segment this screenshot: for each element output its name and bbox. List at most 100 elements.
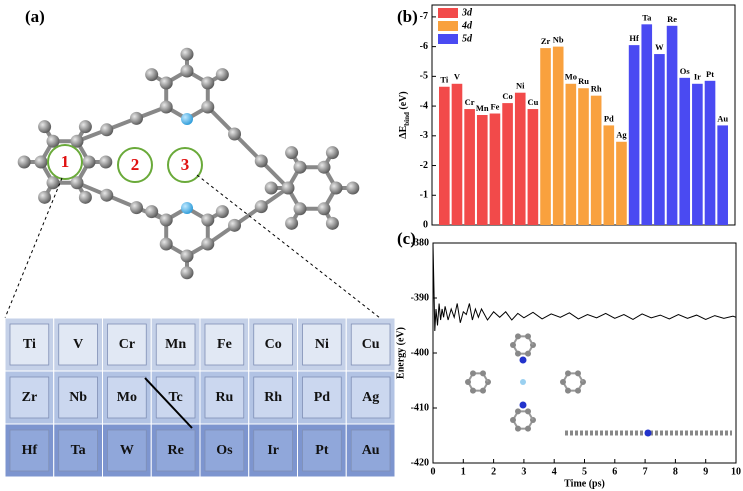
bar-label: Co [502, 91, 512, 101]
inset-atom [525, 408, 531, 415]
site-circle [117, 147, 153, 183]
carbon-atom [34, 155, 48, 169]
inset-metal [520, 379, 526, 385]
x-tick-label: 6 [612, 466, 617, 477]
inset-atom [515, 408, 521, 415]
carbon-atom [201, 237, 215, 251]
carbon-atom [281, 181, 295, 195]
bar [628, 45, 640, 226]
diagonal [144, 377, 193, 429]
x-tick-label: 0 [431, 466, 436, 477]
carbon-atom [129, 201, 143, 215]
cell [204, 323, 245, 366]
nitrogen-atom [181, 202, 193, 214]
y-tick-label: -7 [420, 11, 428, 22]
carbon-atom [264, 181, 278, 195]
carbon-atom [285, 216, 299, 230]
inset-atom [565, 370, 571, 377]
carbon-atom [70, 134, 84, 148]
element-label: Fe [217, 337, 232, 352]
y-axis-title: Energy (eV) [395, 327, 406, 379]
bar [603, 125, 615, 225]
element-label: Mo [117, 390, 137, 405]
element-label: Hf [22, 443, 38, 458]
element-label: Ni [315, 337, 329, 352]
cell [155, 429, 196, 472]
x-axis-title: Time (ps) [564, 478, 605, 489]
bar-label: Ru [578, 76, 589, 86]
y-tick-label: -3 [420, 130, 428, 141]
carbon-atom [285, 146, 299, 160]
element-label: W [120, 443, 134, 458]
carbon-atom [317, 202, 331, 216]
element-label: Cu [362, 337, 380, 352]
carbon-atom [180, 64, 194, 78]
element-label: Ti [23, 337, 36, 352]
element-label: Rh [264, 390, 282, 405]
cell [107, 376, 147, 419]
bar-label: Ni [516, 81, 525, 91]
x-tick-label: 8 [673, 466, 678, 477]
carbon-atom [145, 205, 159, 219]
inset-n-atom [519, 356, 527, 364]
site-label: 1 [61, 152, 70, 171]
carbon-atom [293, 160, 307, 174]
element-label: Nb [69, 390, 87, 405]
carbon-atom [215, 205, 229, 219]
x-tick-label: 9 [703, 466, 708, 477]
bar-label: Ag [616, 130, 627, 140]
bar-label: W [655, 42, 664, 52]
carbon-atom [159, 100, 173, 114]
carbon-atom [254, 200, 268, 214]
carbon-atom [201, 100, 215, 114]
bar [565, 83, 577, 225]
bar [439, 86, 450, 225]
carbon-atom [145, 68, 159, 82]
carbon-atom [293, 202, 307, 216]
y-tick-label: -5 [420, 71, 428, 82]
cell [350, 429, 391, 472]
bar-label: Ir [694, 72, 701, 82]
carbon-atom [100, 188, 114, 202]
element-label: Au [362, 443, 380, 458]
y-axis-title-part: ΔE [398, 125, 409, 138]
bar [489, 113, 501, 225]
inset-atom [525, 350, 531, 357]
carbon-atom [38, 190, 52, 204]
element-label: Re [167, 443, 183, 458]
carbon-atom [180, 266, 194, 280]
cell [302, 429, 342, 472]
x-tick-label: 1 [461, 466, 466, 477]
inset-atom [510, 342, 516, 348]
cell [204, 429, 245, 472]
carbon-atom [70, 176, 84, 190]
inset-atom [465, 379, 471, 385]
y-tick-label: -420 [411, 457, 429, 468]
site-circle [167, 147, 203, 183]
bar [527, 109, 539, 225]
cell [253, 429, 293, 472]
carbon-atom [329, 181, 343, 195]
y-tick-label: -2 [420, 160, 428, 171]
bar-label: Mo [565, 72, 577, 82]
carbon-atom [38, 120, 52, 134]
carbon-atom [201, 76, 215, 90]
inset-atom [575, 387, 581, 394]
x-tick-label: 5 [582, 466, 587, 477]
carbon-atom [46, 134, 60, 148]
carbon-atom [159, 213, 173, 227]
element-label: Ag [362, 390, 379, 405]
carbon-atom [228, 218, 242, 232]
site-circle [47, 144, 83, 180]
inset-atom [525, 425, 531, 432]
y-tick-label: -400 [411, 347, 429, 358]
leader [4, 177, 63, 319]
x-tick-label: 2 [491, 466, 496, 477]
bar-label: Hf [629, 33, 639, 43]
carbon-atom [180, 249, 194, 263]
cell [107, 429, 147, 472]
carbon-atom [17, 155, 31, 169]
cell [9, 429, 50, 472]
y-tick-label: -6 [420, 41, 428, 52]
